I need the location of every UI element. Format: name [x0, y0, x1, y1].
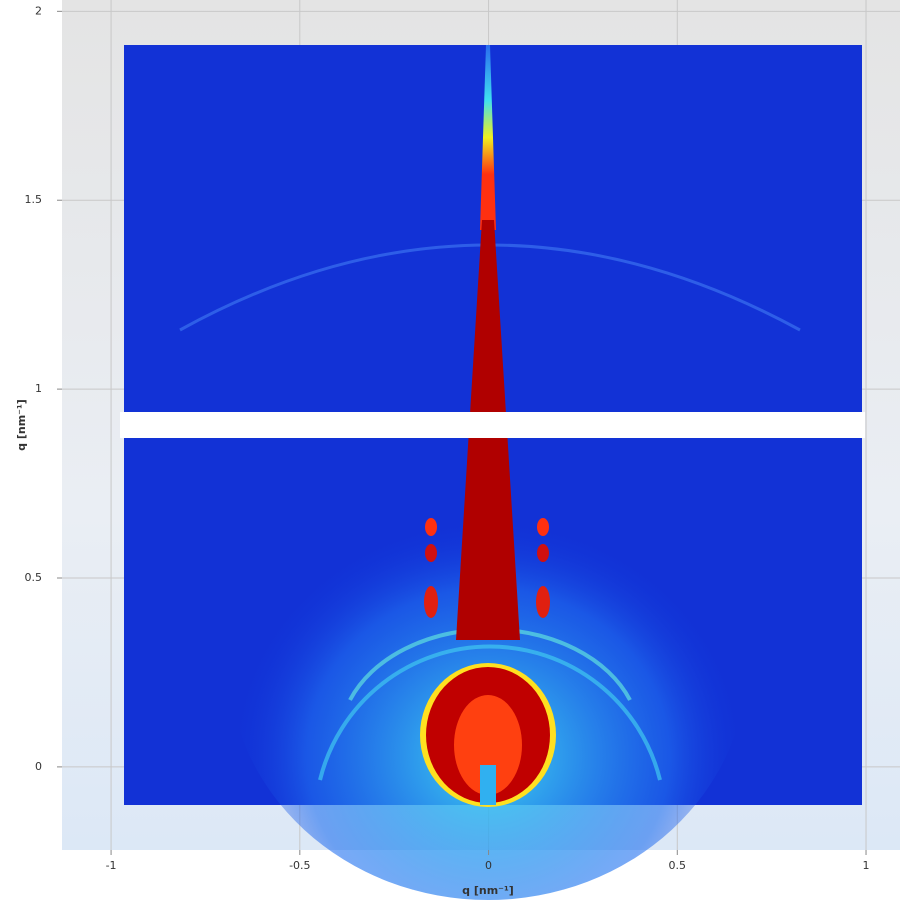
y-tick-label: 1.5 — [25, 193, 43, 206]
x-tick-label: -0.5 — [289, 859, 310, 872]
x-axis-title: q [nm⁻¹] — [462, 884, 514, 897]
y-tick-label: 2 — [35, 4, 42, 17]
axes: -1 -0.5 0 0.5 1 0 0.5 1 1.5 2 — [25, 4, 870, 872]
x-tick-label: 1 — [863, 859, 870, 872]
detector-image — [120, 45, 865, 900]
x-tick-label: 0 — [485, 859, 492, 872]
y-tick-label: 0 — [35, 760, 42, 773]
y-tick-label: 1 — [35, 382, 42, 395]
x-tick-label: 0.5 — [669, 859, 687, 872]
x-tick-label: -1 — [106, 859, 117, 872]
y-tick-label: 0.5 — [25, 571, 43, 584]
y-axis-title: q [nm⁻¹] — [15, 399, 28, 451]
